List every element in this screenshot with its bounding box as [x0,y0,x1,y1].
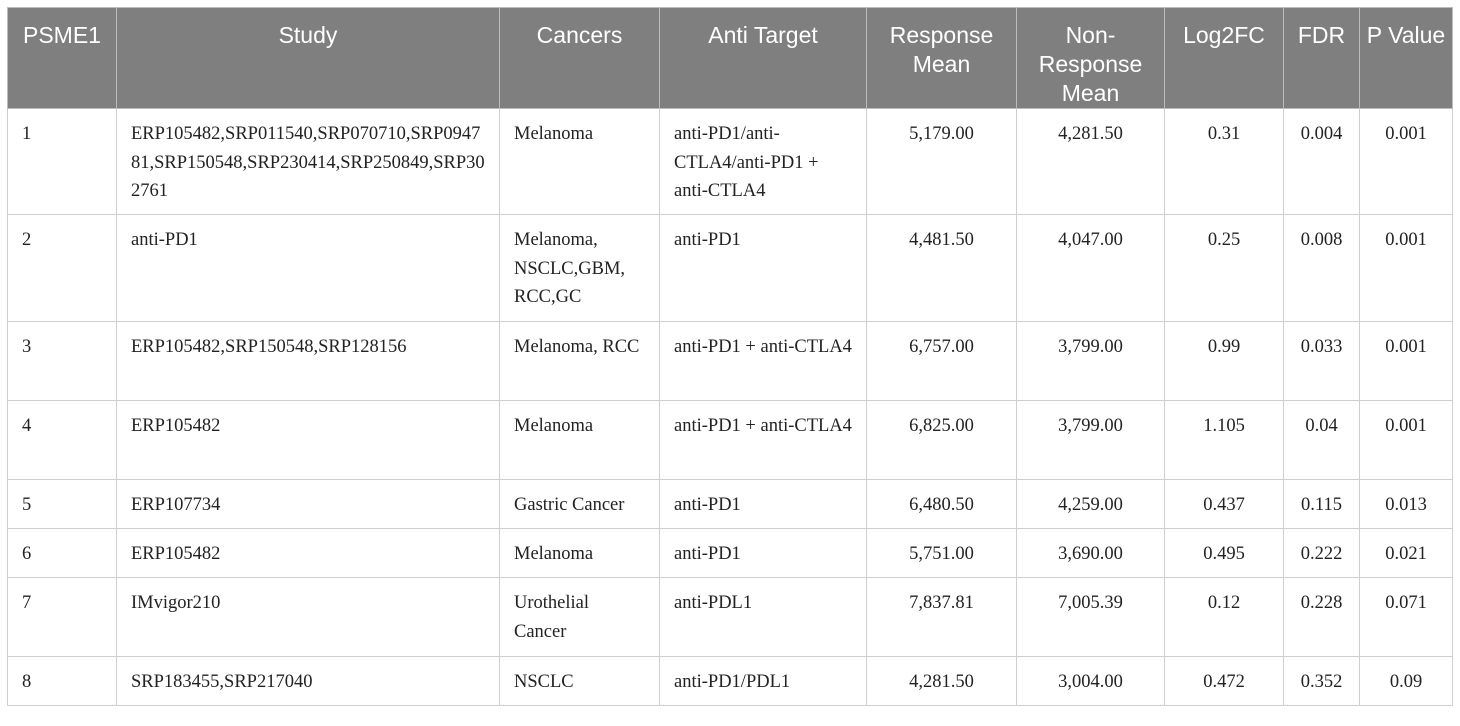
cell-anti-target: anti-PD1 + anti-CTLA4 [659,400,867,480]
cell-response-mean: 6,480.50 [866,479,1017,529]
table-row: 7 IMvigor210 Urothelial Cancer anti-PDL1… [7,577,1453,657]
cell-log2fc: 0.472 [1164,656,1284,706]
cell-study: ERP105482 [116,400,500,480]
cell-cancers: Melanoma [499,108,660,215]
cell-study: IMvigor210 [116,577,500,657]
cell-log2fc: 0.437 [1164,479,1284,529]
cell-log2fc: 0.99 [1164,321,1284,401]
cell-anti-target: anti-PD1 [659,214,867,322]
cell-cancers: Gastric Cancer [499,479,660,529]
cell-fdr: 0.228 [1283,577,1360,657]
header-anti-target: Anti Target [659,7,867,109]
cell-anti-target: anti-PD1 [659,528,867,578]
header-study: Study [116,7,500,109]
cell-p-value: 0.001 [1359,400,1453,480]
cell-psme1: 1 [7,108,117,215]
cell-p-value: 0.001 [1359,214,1453,322]
cell-psme1: 3 [7,321,117,401]
cell-fdr: 0.004 [1283,108,1360,215]
cell-non-response-mean: 7,005.39 [1016,577,1165,657]
table-row: 8 SRP183455,SRP217040 NSCLC anti-PD1/PDL… [7,656,1453,706]
cell-fdr: 0.04 [1283,400,1360,480]
psme1-response-table: PSME1 Study Cancers Anti Target Response… [7,7,1453,706]
cell-fdr: 0.222 [1283,528,1360,578]
cell-study: ERP105482,SRP150548,SRP128156 [116,321,500,401]
cell-psme1: 5 [7,479,117,529]
cell-log2fc: 0.495 [1164,528,1284,578]
cell-psme1: 7 [7,577,117,657]
cell-fdr: 0.352 [1283,656,1360,706]
table-row: 4 ERP105482 Melanoma anti-PD1 + anti-CTL… [7,400,1453,480]
cell-response-mean: 7,837.81 [866,577,1017,657]
cell-fdr: 0.033 [1283,321,1360,401]
cell-non-response-mean: 3,690.00 [1016,528,1165,578]
cell-non-response-mean: 4,281.50 [1016,108,1165,215]
cell-p-value: 0.021 [1359,528,1453,578]
cell-cancers: Melanoma [499,400,660,480]
cell-cancers: Melanoma [499,528,660,578]
cell-non-response-mean: 4,047.00 [1016,214,1165,322]
cell-response-mean: 5,751.00 [866,528,1017,578]
header-non-response-mean: Non-Response Mean [1016,7,1165,109]
header-cancers: Cancers [499,7,660,109]
cell-p-value: 0.071 [1359,577,1453,657]
cell-psme1: 2 [7,214,117,322]
cell-cancers: NSCLC [499,656,660,706]
table-row: 3 ERP105482,SRP150548,SRP128156 Melanoma… [7,321,1453,401]
table-row: 5 ERP107734 Gastric Cancer anti-PD1 6,48… [7,479,1453,529]
table-row: 1 ERP105482,SRP011540,SRP070710,SRP09478… [7,108,1453,215]
cell-log2fc: 0.12 [1164,577,1284,657]
cell-response-mean: 6,757.00 [866,321,1017,401]
table-container: PSME1 Study Cancers Anti Target Response… [7,7,1453,706]
cell-study: ERP107734 [116,479,500,529]
header-psme1: PSME1 [7,7,117,109]
header-response-mean: Response Mean [866,7,1017,109]
cell-anti-target: anti-PD1 [659,479,867,529]
cell-fdr: 0.008 [1283,214,1360,322]
header-p-value: P Value [1359,7,1453,109]
cell-p-value: 0.001 [1359,321,1453,401]
cell-study: ERP105482 [116,528,500,578]
cell-psme1: 4 [7,400,117,480]
cell-non-response-mean: 3,799.00 [1016,400,1165,480]
cell-fdr: 0.115 [1283,479,1360,529]
cell-non-response-mean: 4,259.00 [1016,479,1165,529]
cell-response-mean: 6,825.00 [866,400,1017,480]
table-row: 2 anti-PD1 Melanoma, NSCLC,GBM, RCC,GC a… [7,214,1453,322]
cell-response-mean: 4,281.50 [866,656,1017,706]
cell-p-value: 0.013 [1359,479,1453,529]
cell-p-value: 0.09 [1359,656,1453,706]
cell-anti-target: anti-PDL1 [659,577,867,657]
header-row: PSME1 Study Cancers Anti Target Response… [7,7,1453,109]
cell-study: anti-PD1 [116,214,500,322]
cell-psme1: 8 [7,656,117,706]
cell-non-response-mean: 3,799.00 [1016,321,1165,401]
cell-non-response-mean: 3,004.00 [1016,656,1165,706]
cell-log2fc: 0.25 [1164,214,1284,322]
cell-cancers: Melanoma, RCC [499,321,660,401]
cell-cancers: Urothelial Cancer [499,577,660,657]
cell-response-mean: 4,481.50 [866,214,1017,322]
cell-psme1: 6 [7,528,117,578]
header-fdr: FDR [1283,7,1360,109]
cell-study: SRP183455,SRP217040 [116,656,500,706]
header-log2fc: Log2FC [1164,7,1284,109]
cell-response-mean: 5,179.00 [866,108,1017,215]
cell-anti-target: anti-PD1 + anti-CTLA4 [659,321,867,401]
cell-study: ERP105482,SRP011540,SRP070710,SRP094781,… [116,108,500,215]
table-row: 6 ERP105482 Melanoma anti-PD1 5,751.00 3… [7,528,1453,578]
cell-anti-target: anti-PD1/PDL1 [659,656,867,706]
cell-log2fc: 1.105 [1164,400,1284,480]
cell-cancers: Melanoma, NSCLC,GBM, RCC,GC [499,214,660,322]
cell-log2fc: 0.31 [1164,108,1284,215]
cell-anti-target: anti-PD1/anti-CTLA4/anti-PD1 + anti-CTLA… [659,108,867,215]
cell-p-value: 0.001 [1359,108,1453,215]
